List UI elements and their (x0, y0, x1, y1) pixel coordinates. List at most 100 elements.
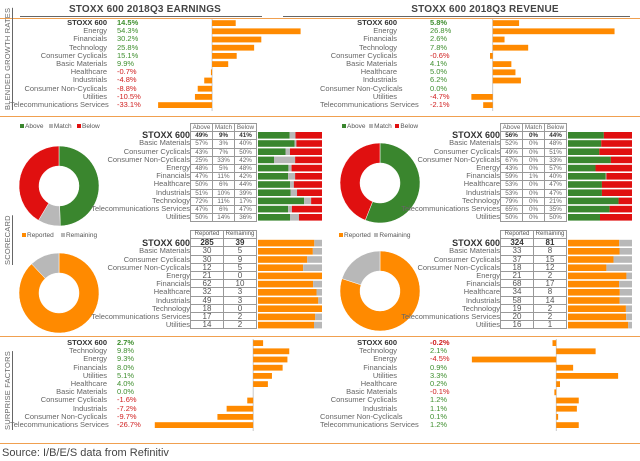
revenue-title: STOXX 600 2018Q3 REVENUE (411, 4, 559, 15)
above-legend-swatch (342, 124, 346, 129)
earnings-reported-seg-reported-consumer-non-cyclicals (258, 264, 304, 271)
earnings-scorecard-seg-match-consumer-non-cyclicals (274, 156, 296, 164)
revenue-growth-bar-stoxx-600 (492, 20, 520, 26)
revenue-scorecard-cell-below: 47% (544, 188, 567, 198)
source-note: Source: I/B/E/S data from Refinitiv (2, 447, 169, 459)
earnings-growth-label-basic-materials: Basic Materials (56, 58, 107, 68)
revenue-surprise-label-telecommunications-services: Telecommunications Services (320, 419, 419, 429)
earnings-scorecard-seg-below-industrials (297, 189, 322, 196)
earnings-reported-donut (18, 252, 100, 334)
revenue-scorecard-cell-above: 53% (500, 180, 523, 190)
earnings-growth-chart (158, 19, 301, 111)
earnings-scorecard-cell-above: 48% (190, 163, 213, 174)
table-row: 49 3 (190, 295, 257, 305)
table-row: 33 8 (500, 246, 567, 256)
earnings-scorecard-row-label-utilities: Utilities (165, 212, 190, 222)
table-row: 43% 7% 50% (190, 147, 257, 157)
earnings-scorecard-seg-above-telecommunications-services (258, 205, 289, 213)
revenue-reported-donut (339, 250, 421, 332)
revenue-surprise-labels: STOXX 600 Technology Energy Financials Utili… (320, 338, 419, 429)
revenue-growth-label-healthcare: Healthcare (360, 67, 397, 77)
earnings-scorecard-legend: Above Match Below (20, 123, 100, 130)
earnings-growth-value-financials: 30.2% (117, 34, 139, 44)
revenue-surprise-label-consumer-non-cyclicals: Consumer Non-Cyclicals (320, 411, 403, 421)
revenue-scorecard-cell-above: 79% (500, 196, 523, 206)
earnings-reported-row-label-industrials: Industrials (155, 295, 190, 305)
revenue-scorecard-cell-match: 0% (522, 131, 545, 141)
match-legend-swatch (369, 124, 374, 129)
earnings-scorecard-seg-above-consumer-non-cyclicals (258, 156, 274, 164)
revenue-growth-value-industrials: 6.2% (430, 75, 448, 85)
earnings-growth-label-consumer-non-cyclicals: Consumer Non-Cyclicals (24, 83, 107, 93)
revenue-reported-cell-reported: 58 (500, 295, 534, 305)
earnings-scorecard-cell-below: 39% (234, 188, 257, 198)
revenue-scorecard-cell-match: 0% (522, 147, 545, 157)
earnings-scorecard-row-label-financials: Financials (156, 171, 190, 181)
table-row: 21 0 (190, 270, 257, 281)
match-legend-label: Match (53, 123, 72, 130)
revenue-scorecard-row-label-stoxx-600: STOXX 600 (452, 130, 500, 141)
revenue-reported-cell-remaining: 14 (533, 295, 567, 305)
earnings-growth-value-basic-materials: 9.9% (117, 58, 135, 68)
revenue-surprise-label-energy: Energy (373, 354, 397, 364)
revenue-growth-value-basic-materials: 4.1% (430, 58, 448, 68)
earnings-scorecard-seg-below-consumer-cyclicals (290, 148, 322, 155)
revenue-growth-label-utilities: Utilities (372, 91, 397, 101)
revenue-growth-values: 5.8% 26.8% 2.6% 7.8% -0.6% 4.1% 5.0% 6.2% 0.0% -4… (430, 18, 470, 109)
earnings-surprise-label-utilities: Utilities (82, 370, 107, 380)
earnings-reported-seg-remaining-financials (313, 280, 322, 288)
above-legend-label: Above (347, 123, 366, 130)
earnings-reported-cell-reported: 32 (190, 287, 224, 297)
table-row: 30 5 (190, 246, 257, 256)
revenue-reported-seg-reported-industrials (568, 297, 620, 304)
earnings-reported-seg-remaining-healthcare (316, 289, 322, 296)
revenue-reported-seg-remaining-consumer-non-cyclicals (606, 264, 632, 271)
revenue-reported-seg-remaining-financials (619, 280, 632, 288)
earnings-growth-value-utilities: -10.5% (117, 91, 141, 101)
earnings-scorecard-seg-below-consumer-non-cyclicals (295, 156, 322, 164)
revenue-surprise-value-financials: 0.9% (430, 362, 448, 372)
remaining-legend-swatch (60, 233, 65, 238)
earnings-surprise-value-financials: 8.0% (117, 362, 135, 372)
revenue-scorecard-row-label-energy: Energy (476, 162, 500, 172)
earnings-reported-row-label-telecommunications-services: Telecommunications Services (91, 311, 190, 321)
below-legend-swatch (76, 124, 81, 129)
earnings-reported-legend: Reported Remaining (22, 232, 97, 239)
earnings-scorecard-cell-below: 48% (234, 163, 257, 174)
revenue-reported-seg-remaining-basic-materials (619, 248, 632, 255)
revenue-scorecard-cell-match: 0% (522, 204, 545, 215)
revenue-scorecard-row-label-telecommunications-services: Telecommunications Services (401, 203, 500, 213)
earnings-reported-seg-remaining-telecommunications-services (315, 313, 322, 321)
earnings-scorecard-seg-match-energy (288, 164, 292, 172)
earnings-growth-value-healthcare: -0.7% (117, 67, 137, 77)
table-row: 18 0 (190, 303, 257, 313)
earnings-surprise-value-consumer-cyclicals: -1.6% (117, 395, 137, 405)
table-row: 37 15 (500, 254, 567, 264)
revenue-growth-value-utilities: -4.7% (430, 91, 450, 101)
revenue-reported-seg-remaining-healthcare (619, 289, 632, 296)
table-row: 12 5 (190, 262, 257, 272)
earnings-scorecard-seg-above-utilities (258, 214, 290, 221)
table-row: 50% 6% 44% (190, 180, 257, 190)
earnings-surprise-labels: STOXX 600 Technology Energy Financials Utili… (10, 338, 109, 429)
revenue-reported-table: Reported Remaining 324 81 33 8 37 15 18 12 21 2 68 17… (500, 229, 567, 330)
earnings-scorecard-header-below: Below (234, 122, 257, 133)
revenue-reported-seg-remaining-energy (626, 272, 632, 280)
table-row: 20 2 (500, 311, 567, 322)
revenue-reported-legend: Reported Remaining (339, 232, 410, 239)
revenue-scorecard-header-match: Match (522, 122, 545, 133)
earnings-reported-seg-remaining-stoxx-600 (314, 239, 322, 247)
revenue-scorecard-row-label-consumer-cyclicals: Consumer Cyclicals (433, 146, 500, 156)
revenue-reported-cell-remaining: 8 (533, 287, 567, 297)
earnings-growth-value-industrials: -4.8% (117, 75, 137, 85)
earnings-scorecard-cell-below: 42% (234, 172, 257, 182)
table-row: 21 2 (500, 270, 567, 281)
revenue-scorecard-bars (568, 132, 632, 221)
earnings-reported-cell-remaining: 3 (223, 295, 257, 305)
revenue-reported-seg-reported-financials (568, 280, 620, 288)
revenue-surprise-value-utilities: 3.3% (430, 370, 448, 380)
revenue-growth-value-financials: 2.6% (430, 34, 448, 44)
revenue-scorecard-seg-below-stoxx-600 (603, 132, 632, 139)
earnings-reported-slice-remaining (31, 252, 60, 279)
earnings-scorecard-cell-above: 72% (190, 196, 213, 206)
